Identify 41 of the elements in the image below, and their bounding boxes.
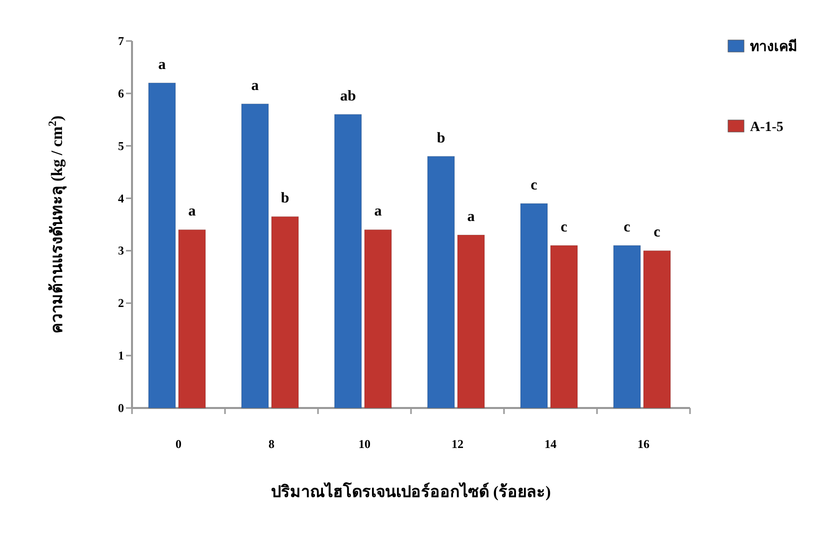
annotation: a bbox=[467, 208, 476, 225]
annotation: c bbox=[530, 178, 538, 194]
y-tick-label: 5 bbox=[118, 138, 124, 153]
bar bbox=[613, 245, 641, 408]
x-tick-label: 8 bbox=[268, 437, 274, 451]
annotation: c bbox=[654, 224, 661, 241]
annotation: a bbox=[158, 56, 166, 73]
y-tick-label: 6 bbox=[118, 86, 124, 100]
bar bbox=[148, 82, 176, 408]
bar bbox=[241, 104, 269, 408]
annotation: ab bbox=[340, 88, 356, 104]
annotation: c bbox=[624, 219, 631, 236]
x-tick-label: 10 bbox=[358, 437, 370, 451]
bar bbox=[271, 216, 299, 408]
bar bbox=[520, 203, 548, 408]
annotation: a bbox=[374, 204, 382, 220]
bar bbox=[427, 156, 455, 408]
y-tick-label: 4 bbox=[118, 191, 124, 206]
annotation: a bbox=[251, 78, 260, 94]
x-axis-title: ปริมาณไฮโดรเจนเปอร์ออกไซด์ (ร้อยละ) bbox=[271, 481, 551, 501]
y-tick-label: 0 bbox=[118, 401, 124, 415]
bar bbox=[457, 234, 485, 408]
legend-label: A-1-5 bbox=[750, 120, 784, 135]
bar bbox=[643, 250, 671, 408]
bar bbox=[334, 114, 362, 408]
x-tick-label: 12 bbox=[452, 437, 464, 451]
legend-label: ทางเคมี bbox=[750, 39, 797, 55]
bar bbox=[178, 229, 206, 408]
x-tick-label: 14 bbox=[544, 437, 556, 451]
y-tick-label: 3 bbox=[118, 244, 124, 258]
bar bbox=[550, 245, 578, 408]
y-tick-label: 2 bbox=[118, 296, 124, 310]
bar bbox=[364, 229, 392, 408]
y-tick-label: 1 bbox=[118, 348, 124, 363]
annotation: b bbox=[280, 190, 290, 207]
x-tick-label: 0 bbox=[176, 437, 182, 451]
annotation: c bbox=[560, 219, 568, 236]
annotation: b bbox=[436, 130, 446, 146]
y-tick-label: 7 bbox=[118, 34, 124, 48]
x-tick-label: 16 bbox=[638, 437, 650, 451]
annotation: a bbox=[188, 204, 196, 220]
